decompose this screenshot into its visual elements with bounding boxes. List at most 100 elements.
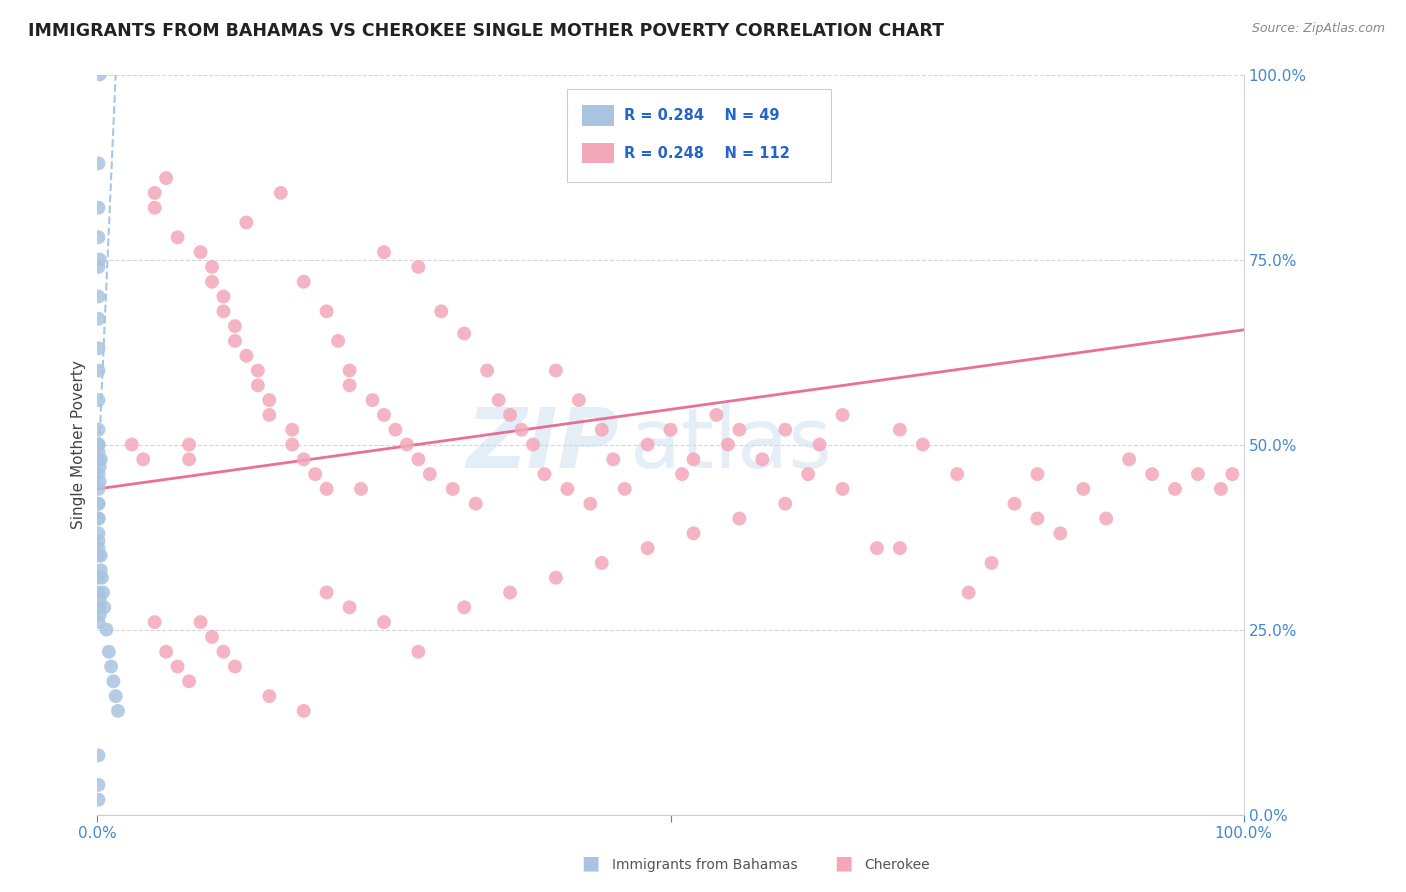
Point: [1118, 452, 1140, 467]
Point: [682, 452, 704, 467]
Point: [270, 186, 292, 200]
Point: [212, 645, 235, 659]
Point: [706, 408, 728, 422]
Point: [373, 408, 395, 422]
Point: [201, 630, 224, 644]
Point: [831, 408, 853, 422]
Point: [87, 445, 110, 459]
Point: [1095, 511, 1118, 525]
Point: [441, 482, 464, 496]
Point: [557, 482, 579, 496]
Point: [1049, 526, 1071, 541]
Point: [90, 563, 112, 577]
Point: [155, 645, 177, 659]
Point: [107, 704, 129, 718]
Point: [373, 615, 395, 629]
Point: [326, 334, 349, 348]
Point: [121, 437, 143, 451]
Point: [533, 467, 555, 482]
Point: [96, 623, 118, 637]
Point: [87, 541, 110, 555]
Point: [155, 171, 177, 186]
Point: [87, 482, 110, 496]
Text: R = 0.248    N = 112: R = 0.248 N = 112: [624, 146, 789, 161]
Point: [87, 533, 110, 548]
Point: [87, 363, 110, 377]
Point: [889, 423, 911, 437]
Point: [464, 497, 486, 511]
Point: [224, 659, 246, 673]
Point: [408, 260, 430, 274]
Point: [190, 615, 212, 629]
Point: [87, 467, 110, 482]
Point: [281, 423, 304, 437]
Point: [212, 289, 235, 303]
Point: [1187, 467, 1209, 482]
Point: [315, 585, 337, 599]
Point: [90, 452, 112, 467]
Point: [87, 497, 110, 511]
Point: [89, 475, 111, 489]
Point: [499, 585, 522, 599]
Point: [773, 497, 796, 511]
Point: [177, 674, 200, 689]
Point: [87, 423, 110, 437]
Point: [419, 467, 441, 482]
Point: [177, 452, 200, 467]
Bar: [582, 105, 614, 126]
Point: [201, 260, 224, 274]
Point: [87, 437, 110, 451]
Point: [453, 600, 475, 615]
Point: [408, 452, 430, 467]
Point: [259, 689, 281, 703]
Point: [808, 437, 831, 451]
Point: [430, 304, 453, 318]
Point: [166, 659, 188, 673]
Point: [866, 541, 889, 555]
Point: [475, 363, 498, 377]
Point: [87, 289, 110, 303]
Point: [235, 349, 257, 363]
Point: [87, 585, 110, 599]
Point: [177, 437, 200, 451]
Point: [87, 748, 110, 763]
Point: [751, 452, 773, 467]
Point: [384, 423, 406, 437]
Point: [190, 245, 212, 260]
Point: [281, 437, 304, 451]
Point: [246, 363, 269, 377]
Point: [87, 201, 110, 215]
Point: [90, 549, 112, 563]
Point: [339, 600, 361, 615]
Point: [87, 615, 110, 629]
Point: [637, 437, 659, 451]
Point: [373, 245, 395, 260]
Point: [87, 526, 110, 541]
Point: [87, 778, 110, 792]
Point: [89, 607, 111, 622]
Point: [87, 497, 110, 511]
Y-axis label: Single Mother Poverty: Single Mother Poverty: [72, 360, 86, 529]
Point: [87, 311, 110, 326]
Point: [831, 482, 853, 496]
Point: [87, 511, 110, 525]
Point: [89, 252, 111, 267]
Point: [613, 482, 636, 496]
Point: [292, 704, 315, 718]
Point: [315, 482, 337, 496]
Point: [166, 230, 188, 244]
Point: [89, 593, 111, 607]
Point: [568, 393, 591, 408]
Point: [659, 423, 682, 437]
Point: [103, 674, 125, 689]
Bar: [582, 143, 614, 163]
Point: [201, 275, 224, 289]
Point: [292, 275, 315, 289]
Point: [1026, 467, 1049, 482]
Point: [91, 585, 114, 599]
Point: [980, 556, 1002, 570]
Text: Cherokee: Cherokee: [865, 858, 931, 872]
Point: [579, 497, 602, 511]
Text: R = 0.284    N = 49: R = 0.284 N = 49: [624, 108, 779, 123]
Point: [87, 600, 110, 615]
